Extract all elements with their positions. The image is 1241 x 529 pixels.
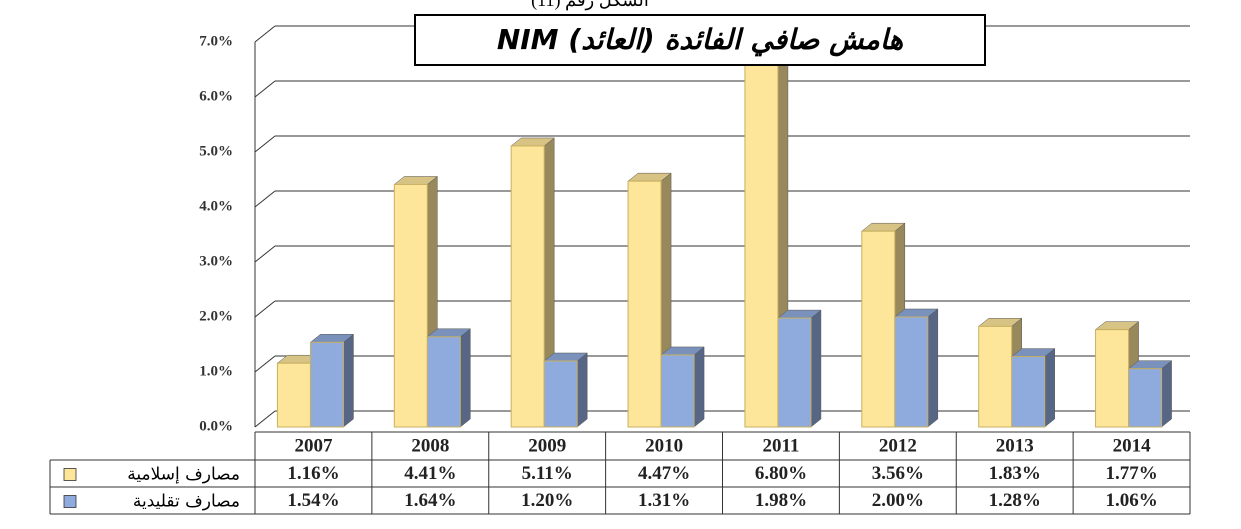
bar xyxy=(426,328,472,428)
y-tick-label: 7.0% xyxy=(199,33,233,49)
legend-label: مصارف إسلامية xyxy=(127,465,240,485)
x-tick-label: 2013 xyxy=(996,435,1034,456)
bar-side xyxy=(1044,348,1055,428)
chart-title: هامش صافي الفائدة (العائد) NIM xyxy=(497,23,904,57)
value-label: 1.64% xyxy=(404,490,456,511)
value-label: 1.06% xyxy=(1105,490,1157,511)
x-tick-label: 2014 xyxy=(1113,435,1152,456)
bar-side xyxy=(1161,360,1172,428)
bar xyxy=(309,333,355,428)
bar-front xyxy=(543,360,578,428)
value-label: 1.28% xyxy=(989,490,1041,511)
y-tick-label: 2.0% xyxy=(199,308,233,324)
value-label: 2.00% xyxy=(872,490,924,511)
y-tick-label: 0.0% xyxy=(199,418,233,434)
grid-line xyxy=(254,300,276,318)
grid-line xyxy=(254,410,276,428)
bar xyxy=(543,352,588,428)
grid-line xyxy=(254,355,276,373)
value-label: 5.11% xyxy=(522,463,573,484)
bar xyxy=(777,309,822,428)
bar-side xyxy=(343,333,354,428)
grid-line xyxy=(254,135,276,153)
bar-front xyxy=(861,230,896,428)
bar-front xyxy=(627,180,662,428)
value-label: 1.31% xyxy=(638,490,690,511)
bar-front xyxy=(309,341,344,428)
grid-line xyxy=(254,245,276,263)
caption: الشكل رقم (11) xyxy=(531,0,649,11)
legend-swatch xyxy=(63,495,77,508)
legend-label: مصارف تقليدية xyxy=(133,492,240,512)
grid-line xyxy=(254,25,276,43)
value-label: 1.83% xyxy=(989,463,1041,484)
bar-front xyxy=(276,362,311,428)
value-label: 6.80% xyxy=(755,463,807,484)
value-label: 1.77% xyxy=(1105,463,1157,484)
value-label: 1.20% xyxy=(521,490,573,511)
x-tick-label: 2010 xyxy=(645,435,683,456)
grid-line xyxy=(254,80,276,98)
value-label: 1.54% xyxy=(287,490,339,511)
x-tick-label: 2011 xyxy=(762,435,799,456)
bar xyxy=(510,137,555,428)
bar-front xyxy=(510,145,545,428)
legend-swatch xyxy=(63,468,77,481)
bar xyxy=(660,346,705,428)
y-tick-label: 3.0% xyxy=(199,253,233,269)
x-tick-label: 2007 xyxy=(294,435,333,456)
bar-front xyxy=(744,52,779,428)
bar-front xyxy=(1011,356,1046,428)
bar xyxy=(1127,360,1173,428)
x-tick-label: 2008 xyxy=(411,435,449,456)
bar-front xyxy=(393,183,428,428)
value-label: 4.47% xyxy=(638,463,690,484)
grid-line xyxy=(254,190,276,208)
y-tick-label: 4.0% xyxy=(199,198,233,214)
bar-side xyxy=(576,352,588,428)
y-tick-label: 6.0% xyxy=(199,88,233,104)
bar xyxy=(894,308,939,428)
bar-front xyxy=(978,325,1013,428)
value-label: 1.16% xyxy=(287,463,339,484)
bar-side xyxy=(693,346,705,428)
y-tick-label: 5.0% xyxy=(199,143,233,159)
bar-side xyxy=(927,308,939,428)
bar-front xyxy=(1095,329,1130,428)
x-tick-label: 2012 xyxy=(879,435,917,456)
value-label: 3.56% xyxy=(872,463,924,484)
y-tick-label: 1.0% xyxy=(199,363,233,379)
title-box xyxy=(414,14,986,66)
bar-front xyxy=(1128,368,1163,428)
value-label: 4.41% xyxy=(404,463,456,484)
bar-side xyxy=(810,309,822,428)
bar-front xyxy=(660,354,695,428)
bar xyxy=(1010,348,1056,428)
x-tick-label: 2009 xyxy=(528,435,566,456)
bar-front xyxy=(894,316,929,428)
bar-side xyxy=(460,328,471,428)
value-label: 1.98% xyxy=(755,490,807,511)
bar-front xyxy=(777,317,812,428)
bar-front xyxy=(426,336,461,428)
